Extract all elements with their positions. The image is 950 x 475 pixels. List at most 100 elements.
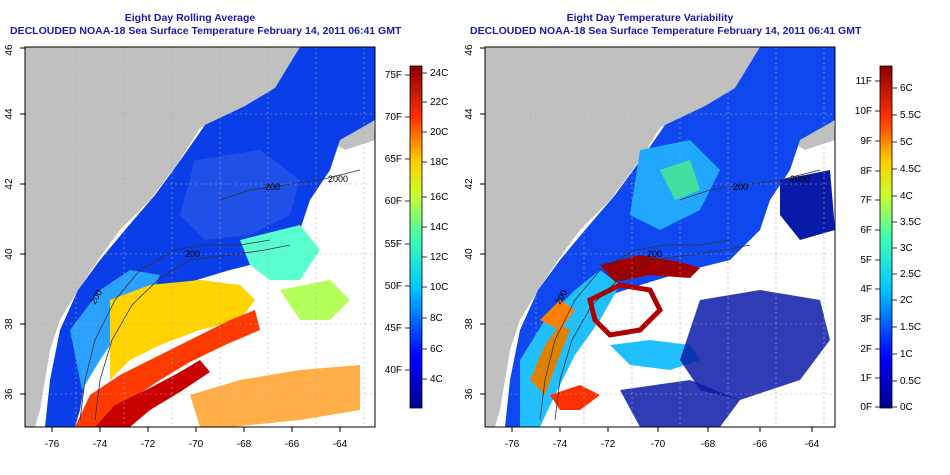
right-frame xyxy=(484,46,836,428)
left-cb-c-9: 8C xyxy=(430,313,443,324)
right-xtick-5: -68 xyxy=(701,439,716,450)
left-cb-c-1: 24C xyxy=(430,68,448,79)
right-y-axis xyxy=(480,47,485,395)
right-map xyxy=(485,47,835,427)
left-contour-label-2: 200 xyxy=(265,182,280,192)
left-cb-c-8: 10C xyxy=(430,282,448,293)
left-xtick-3: -72 xyxy=(141,439,156,450)
right-xtick-6: -66 xyxy=(753,439,768,450)
right-low-variability xyxy=(505,47,835,427)
left-cb-c-2: 22C xyxy=(430,97,448,108)
right-ytick-2: 38 xyxy=(464,318,475,330)
left-cb-f-8: 40F xyxy=(385,365,402,376)
left-grid xyxy=(25,47,375,427)
right-cb-f-11: 1F xyxy=(860,373,872,384)
right-contour-label-3: 2000 xyxy=(790,174,810,184)
left-ytick-1: 36 xyxy=(4,388,15,400)
right-contour-label-2: 200 xyxy=(733,182,748,192)
left-ytick-2: 38 xyxy=(4,318,15,330)
right-xtick-1: -76 xyxy=(505,439,520,450)
left-xtick-4: -70 xyxy=(189,439,204,450)
right-grid xyxy=(485,47,835,427)
right-cb-c-2: 5.5C xyxy=(900,110,921,121)
right-cb-c-11: 1C xyxy=(900,349,913,360)
right-cb-c-10: 1.5C xyxy=(900,322,921,333)
left-title-line2: DECLOUDED NOAA-18 Sea Surface Temperatur… xyxy=(10,25,402,37)
right-ytick-4: 42 xyxy=(464,178,475,190)
left-y-axis xyxy=(20,47,25,395)
left-cb-f-3: 65F xyxy=(385,154,402,165)
right-xtick-2: -74 xyxy=(553,439,568,450)
left-x-axis xyxy=(51,427,341,432)
right-colorbar-f-ticks xyxy=(875,80,880,408)
right-xtick-7: -64 xyxy=(805,439,820,450)
right-cb-f-7: 5F xyxy=(860,255,872,266)
right-cb-f-3: 9F xyxy=(860,136,872,147)
left-cb-c-10: 6C xyxy=(430,344,443,355)
right-ytick-6: 46 xyxy=(464,44,475,56)
right-ytick-1: 36 xyxy=(464,388,475,400)
right-cb-c-4: 4.5C xyxy=(900,164,921,175)
right-cb-f-1: 11F xyxy=(856,76,873,87)
left-contour-label-1: 200 xyxy=(185,249,200,259)
right-title-line1: Eight Day Temperature Variability xyxy=(566,12,734,24)
left-land xyxy=(25,47,300,427)
right-cb-f-4: 8F xyxy=(860,166,872,177)
left-cb-c-5: 16C xyxy=(430,192,448,203)
left-cb-f-1: 75F xyxy=(385,70,402,81)
right-title-line2: DECLOUDED NOAA-18 Sea Surface Temperatur… xyxy=(470,25,862,37)
left-colorbar-c-ticks xyxy=(422,72,427,380)
right-cb-f-6: 6F xyxy=(860,225,872,236)
left-cb-f-6: 50F xyxy=(385,281,402,292)
right-ytick-3: 40 xyxy=(464,248,475,260)
left-ytick-6: 46 xyxy=(4,44,15,56)
left-cb-f-7: 45F xyxy=(385,323,402,334)
left-title-line1: Eight Day Rolling Average xyxy=(124,12,256,24)
right-land xyxy=(485,47,760,427)
left-colorbar xyxy=(409,65,423,409)
left-cb-c-7: 12C xyxy=(430,252,448,263)
right-contours xyxy=(539,169,821,421)
right-cb-c-13: 0C xyxy=(900,402,913,413)
right-colorbar-c-ticks xyxy=(892,87,897,408)
left-gulf-stream xyxy=(110,280,255,380)
left-cb-f-2: 70F xyxy=(385,112,402,123)
left-ytick-3: 40 xyxy=(4,248,15,260)
left-xtick-6: -66 xyxy=(285,439,300,450)
left-cb-c-4: 18C xyxy=(430,157,448,168)
left-cb-c-11: 4C xyxy=(430,374,443,385)
right-title: Eight Day Temperature Variability DECLOU… xyxy=(470,12,862,38)
right-cb-c-5: 4C xyxy=(900,191,913,202)
right-cb-c-8: 2.5C xyxy=(900,269,921,280)
left-frame xyxy=(24,46,376,428)
left-cb-c-3: 20C xyxy=(430,127,448,138)
left-xtick-2: -74 xyxy=(93,439,108,450)
left-contour-label-3: 2000 xyxy=(328,174,348,184)
right-cb-c-9: 2C xyxy=(900,295,913,306)
left-colorbar-f-ticks xyxy=(405,74,410,371)
right-colorbar xyxy=(879,65,893,409)
right-ytick-5: 44 xyxy=(464,108,475,120)
right-cb-c-12: 0.5C xyxy=(900,376,921,387)
left-contours xyxy=(79,169,361,421)
right-cb-f-2: 10F xyxy=(855,106,872,117)
right-cb-f-8: 4F xyxy=(860,284,872,295)
right-cb-f-10: 2F xyxy=(860,344,872,355)
left-xtick-5: -68 xyxy=(237,439,252,450)
right-cb-c-3: 5C xyxy=(900,137,913,148)
right-contour-label-1: 200 xyxy=(647,249,662,259)
left-xtick-7: -64 xyxy=(333,439,348,450)
right-cb-f-5: 7F xyxy=(860,195,872,206)
right-cb-f-9: 3F xyxy=(860,314,872,325)
left-xtick-1: -76 xyxy=(45,439,60,450)
right-cb-f-12: 0F xyxy=(860,402,872,413)
left-map xyxy=(25,47,375,427)
left-cb-f-4: 60F xyxy=(385,196,402,207)
left-title: Eight Day Rolling Average DECLOUDED NOAA… xyxy=(10,12,402,38)
right-xtick-3: -72 xyxy=(601,439,616,450)
right-cb-c-6: 3.5C xyxy=(900,217,921,228)
right-cb-c-1: 6C xyxy=(900,83,913,94)
left-cb-f-5: 55F xyxy=(385,239,402,250)
right-cb-c-7: 3C xyxy=(900,243,913,254)
